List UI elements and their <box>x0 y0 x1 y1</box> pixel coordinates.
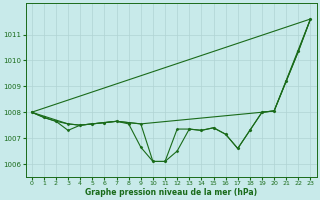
X-axis label: Graphe pression niveau de la mer (hPa): Graphe pression niveau de la mer (hPa) <box>85 188 257 197</box>
